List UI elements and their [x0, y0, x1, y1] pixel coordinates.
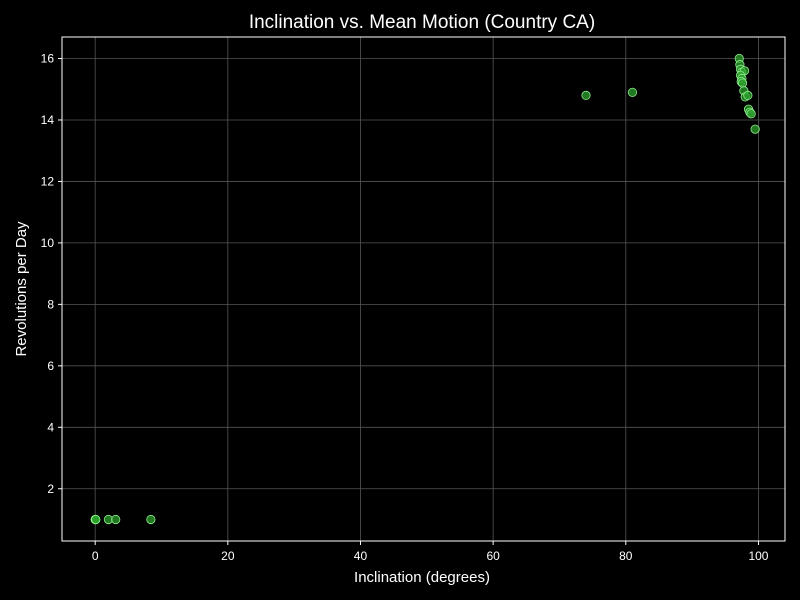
- x-tick-label: 100: [748, 549, 768, 563]
- x-tick-label: 40: [354, 549, 368, 563]
- chart-title: Inclination vs. Mean Motion (Country CA): [249, 12, 595, 33]
- y-tick-label: 4: [47, 420, 54, 434]
- y-tick-label: 2: [47, 482, 54, 496]
- plot-frame: [61, 36, 786, 542]
- x-tick-label: 20: [221, 549, 235, 563]
- data-point: [146, 514, 156, 525]
- x-axis-label: Inclination (degrees): [354, 569, 490, 586]
- x-axis-ticks: 0 20 40 60 80 100: [92, 541, 769, 563]
- data-point: [737, 78, 748, 88]
- y-tick-label: 8: [47, 297, 54, 311]
- data-point: [746, 109, 756, 119]
- x-tick-label: 0: [92, 549, 99, 563]
- data-points: [90, 53, 760, 525]
- y-tick-label: 12: [41, 174, 55, 188]
- data-point: [743, 90, 753, 100]
- y-tick-label: 14: [41, 113, 55, 127]
- y-tick-label: 16: [41, 52, 55, 66]
- y-tick-label: 10: [41, 236, 55, 250]
- data-point: [581, 90, 591, 100]
- x-tick-label: 80: [619, 549, 633, 563]
- x-tick-label: 60: [486, 549, 500, 563]
- y-axis-ticks: 2 4 6 8 10 12 14 16: [41, 52, 62, 496]
- data-point: [91, 514, 101, 525]
- data-point: [750, 124, 760, 134]
- y-tick-label: 6: [47, 359, 54, 373]
- data-point: [627, 87, 638, 97]
- data-point: [111, 514, 121, 525]
- y-axis-label: Revolutions per Day: [13, 221, 30, 357]
- grid-lines: [62, 37, 785, 541]
